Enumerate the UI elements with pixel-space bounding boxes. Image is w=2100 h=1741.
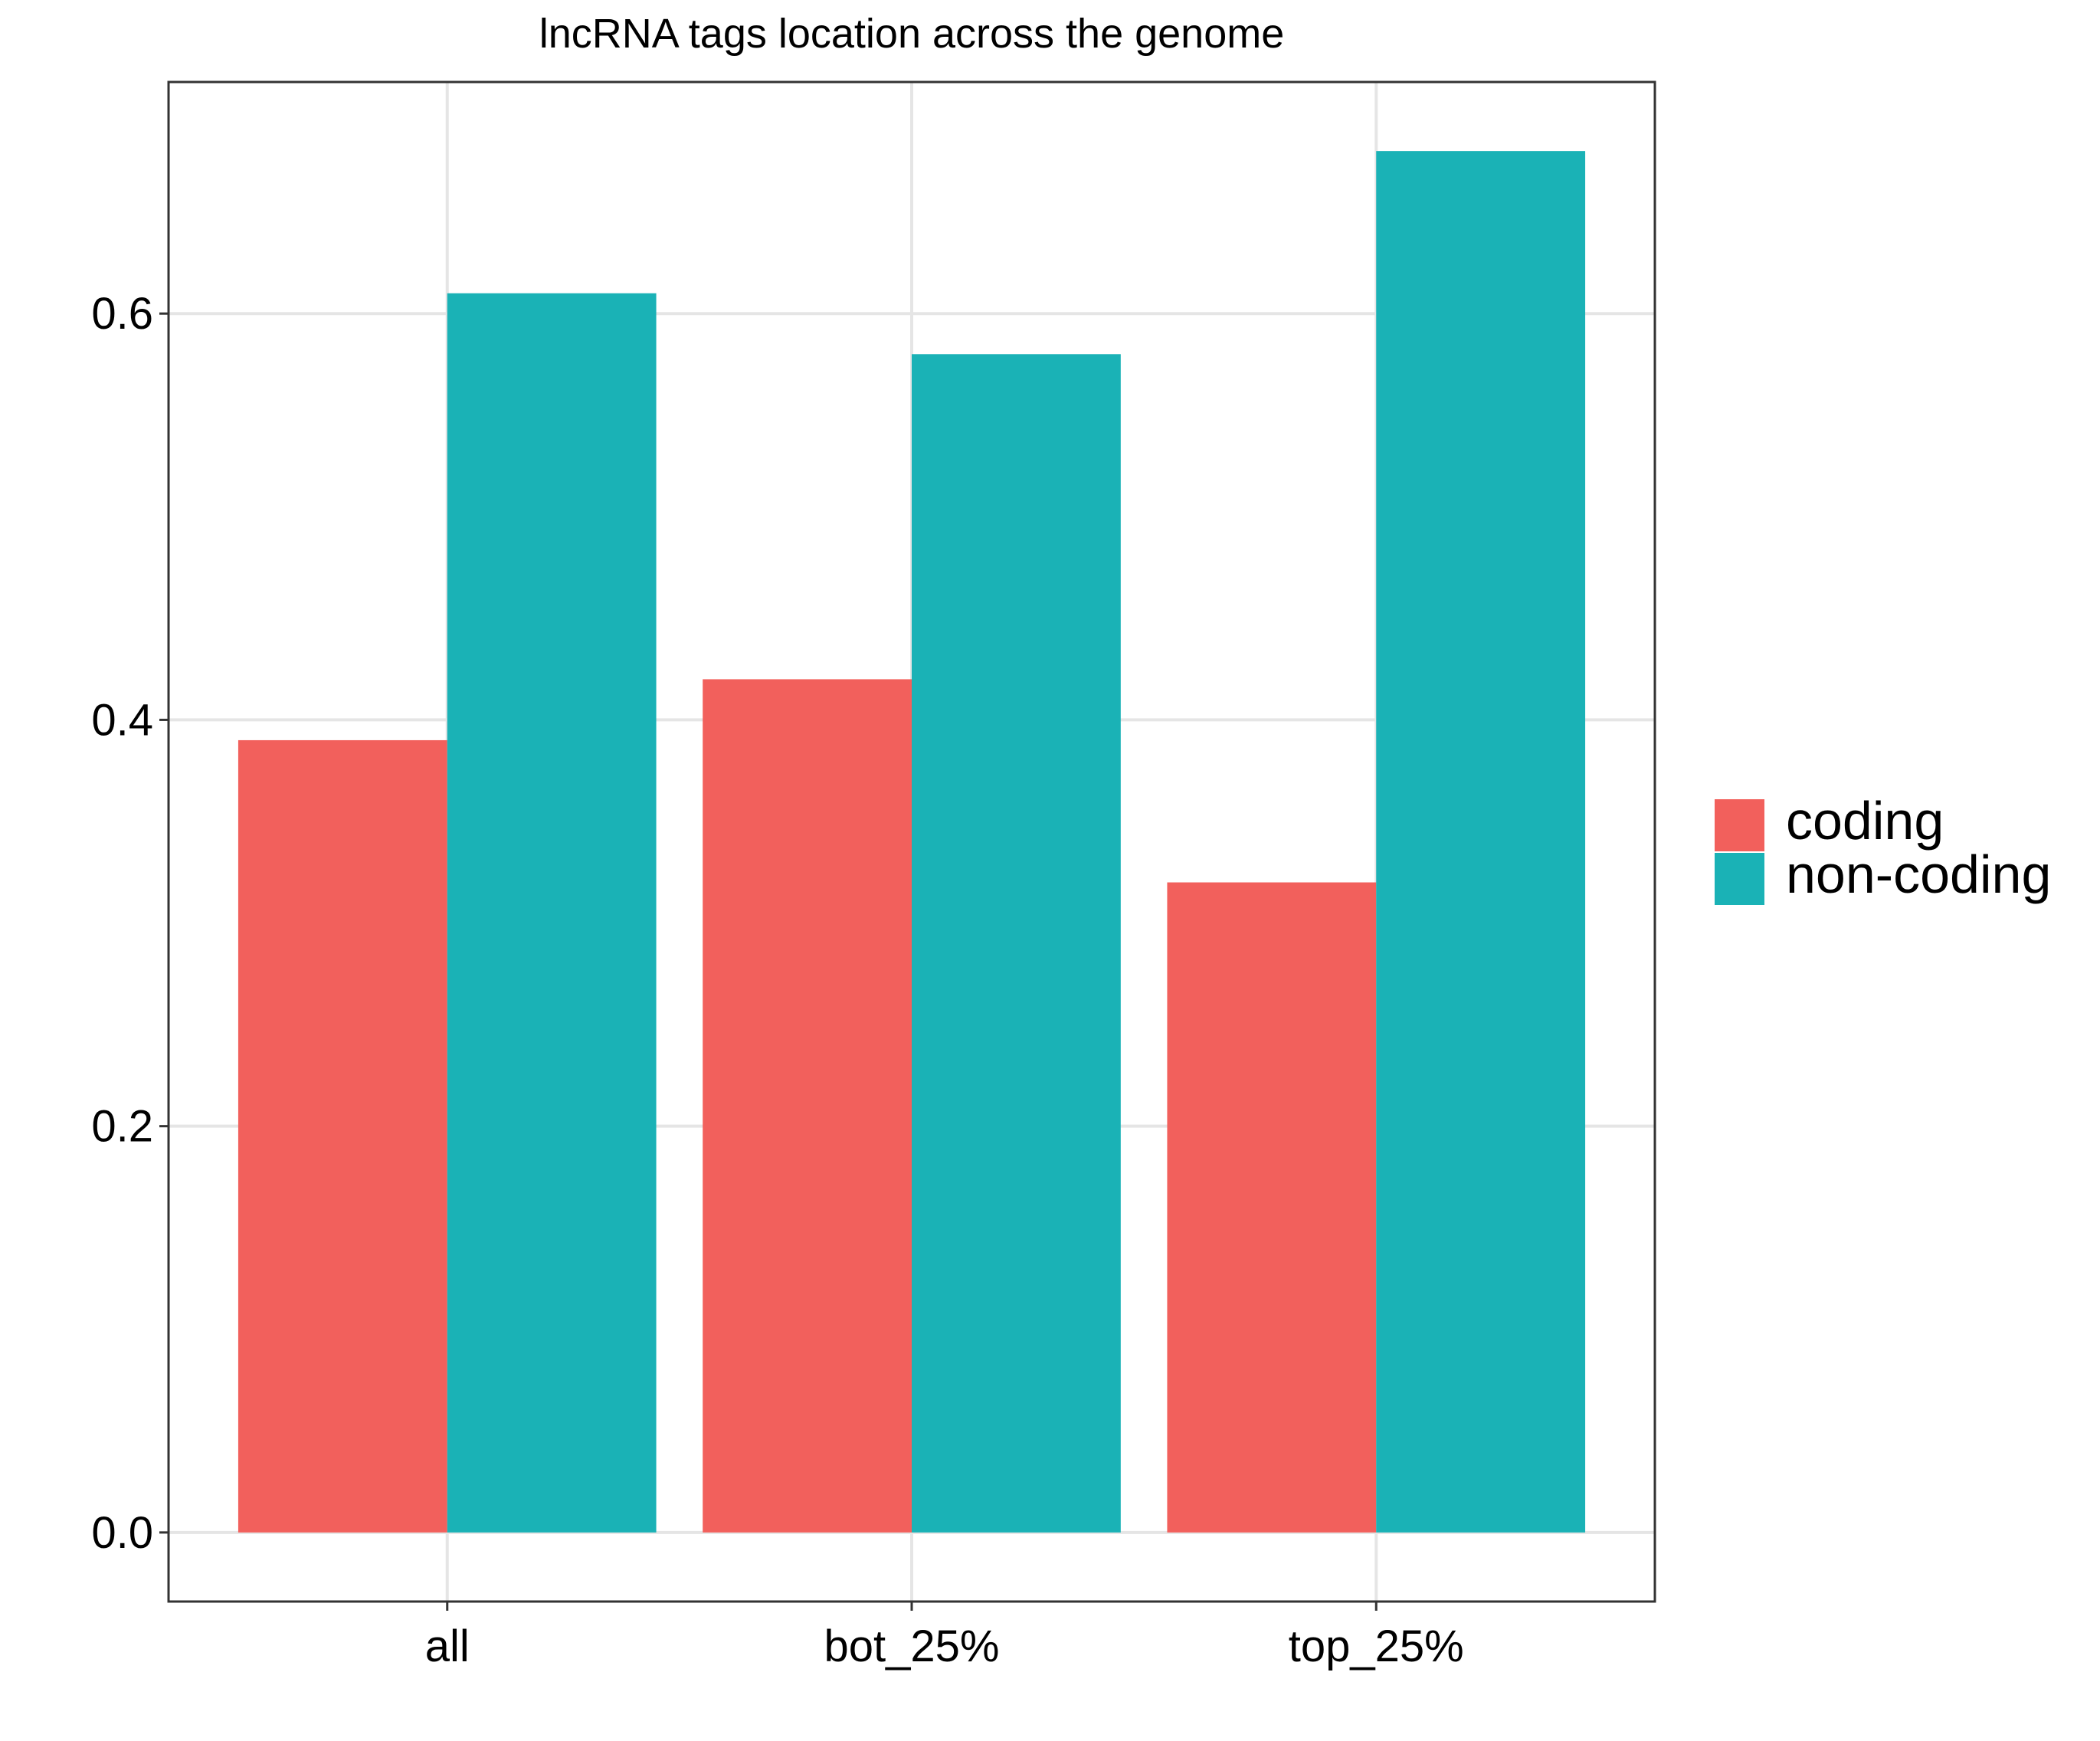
x-tick-label: bot_25% (824, 1621, 1000, 1671)
bar-coding-bot_25% (703, 679, 912, 1533)
bar-non-coding-all (447, 293, 657, 1533)
y-tick-label: 0.0 (91, 1508, 153, 1558)
y-tick-label: 0.2 (91, 1102, 153, 1152)
bars (238, 151, 1586, 1533)
y-tick-label: 0.6 (91, 289, 153, 339)
legend-label-non-coding: non-coding (1786, 844, 2051, 904)
legend-key-non-coding (1715, 853, 1764, 905)
x-tick-label: top_25% (1289, 1621, 1464, 1671)
bar-coding-top_25% (1167, 882, 1377, 1533)
axes: 0.0 0.2 0.4 0.6 all bot_25% top_25% (91, 289, 1463, 1671)
x-tick-label: all (425, 1621, 470, 1671)
chart-title: lncRNA tags location across the genome (539, 11, 1285, 57)
bar-non-coding-top_25% (1376, 151, 1586, 1533)
legend-key-coding (1715, 799, 1764, 851)
bar-non-coding-bot_25% (912, 354, 1121, 1533)
bar-coding-all (238, 739, 447, 1533)
y-tick-label: 0.4 (91, 695, 153, 745)
legend-label-coding: coding (1786, 791, 1944, 851)
